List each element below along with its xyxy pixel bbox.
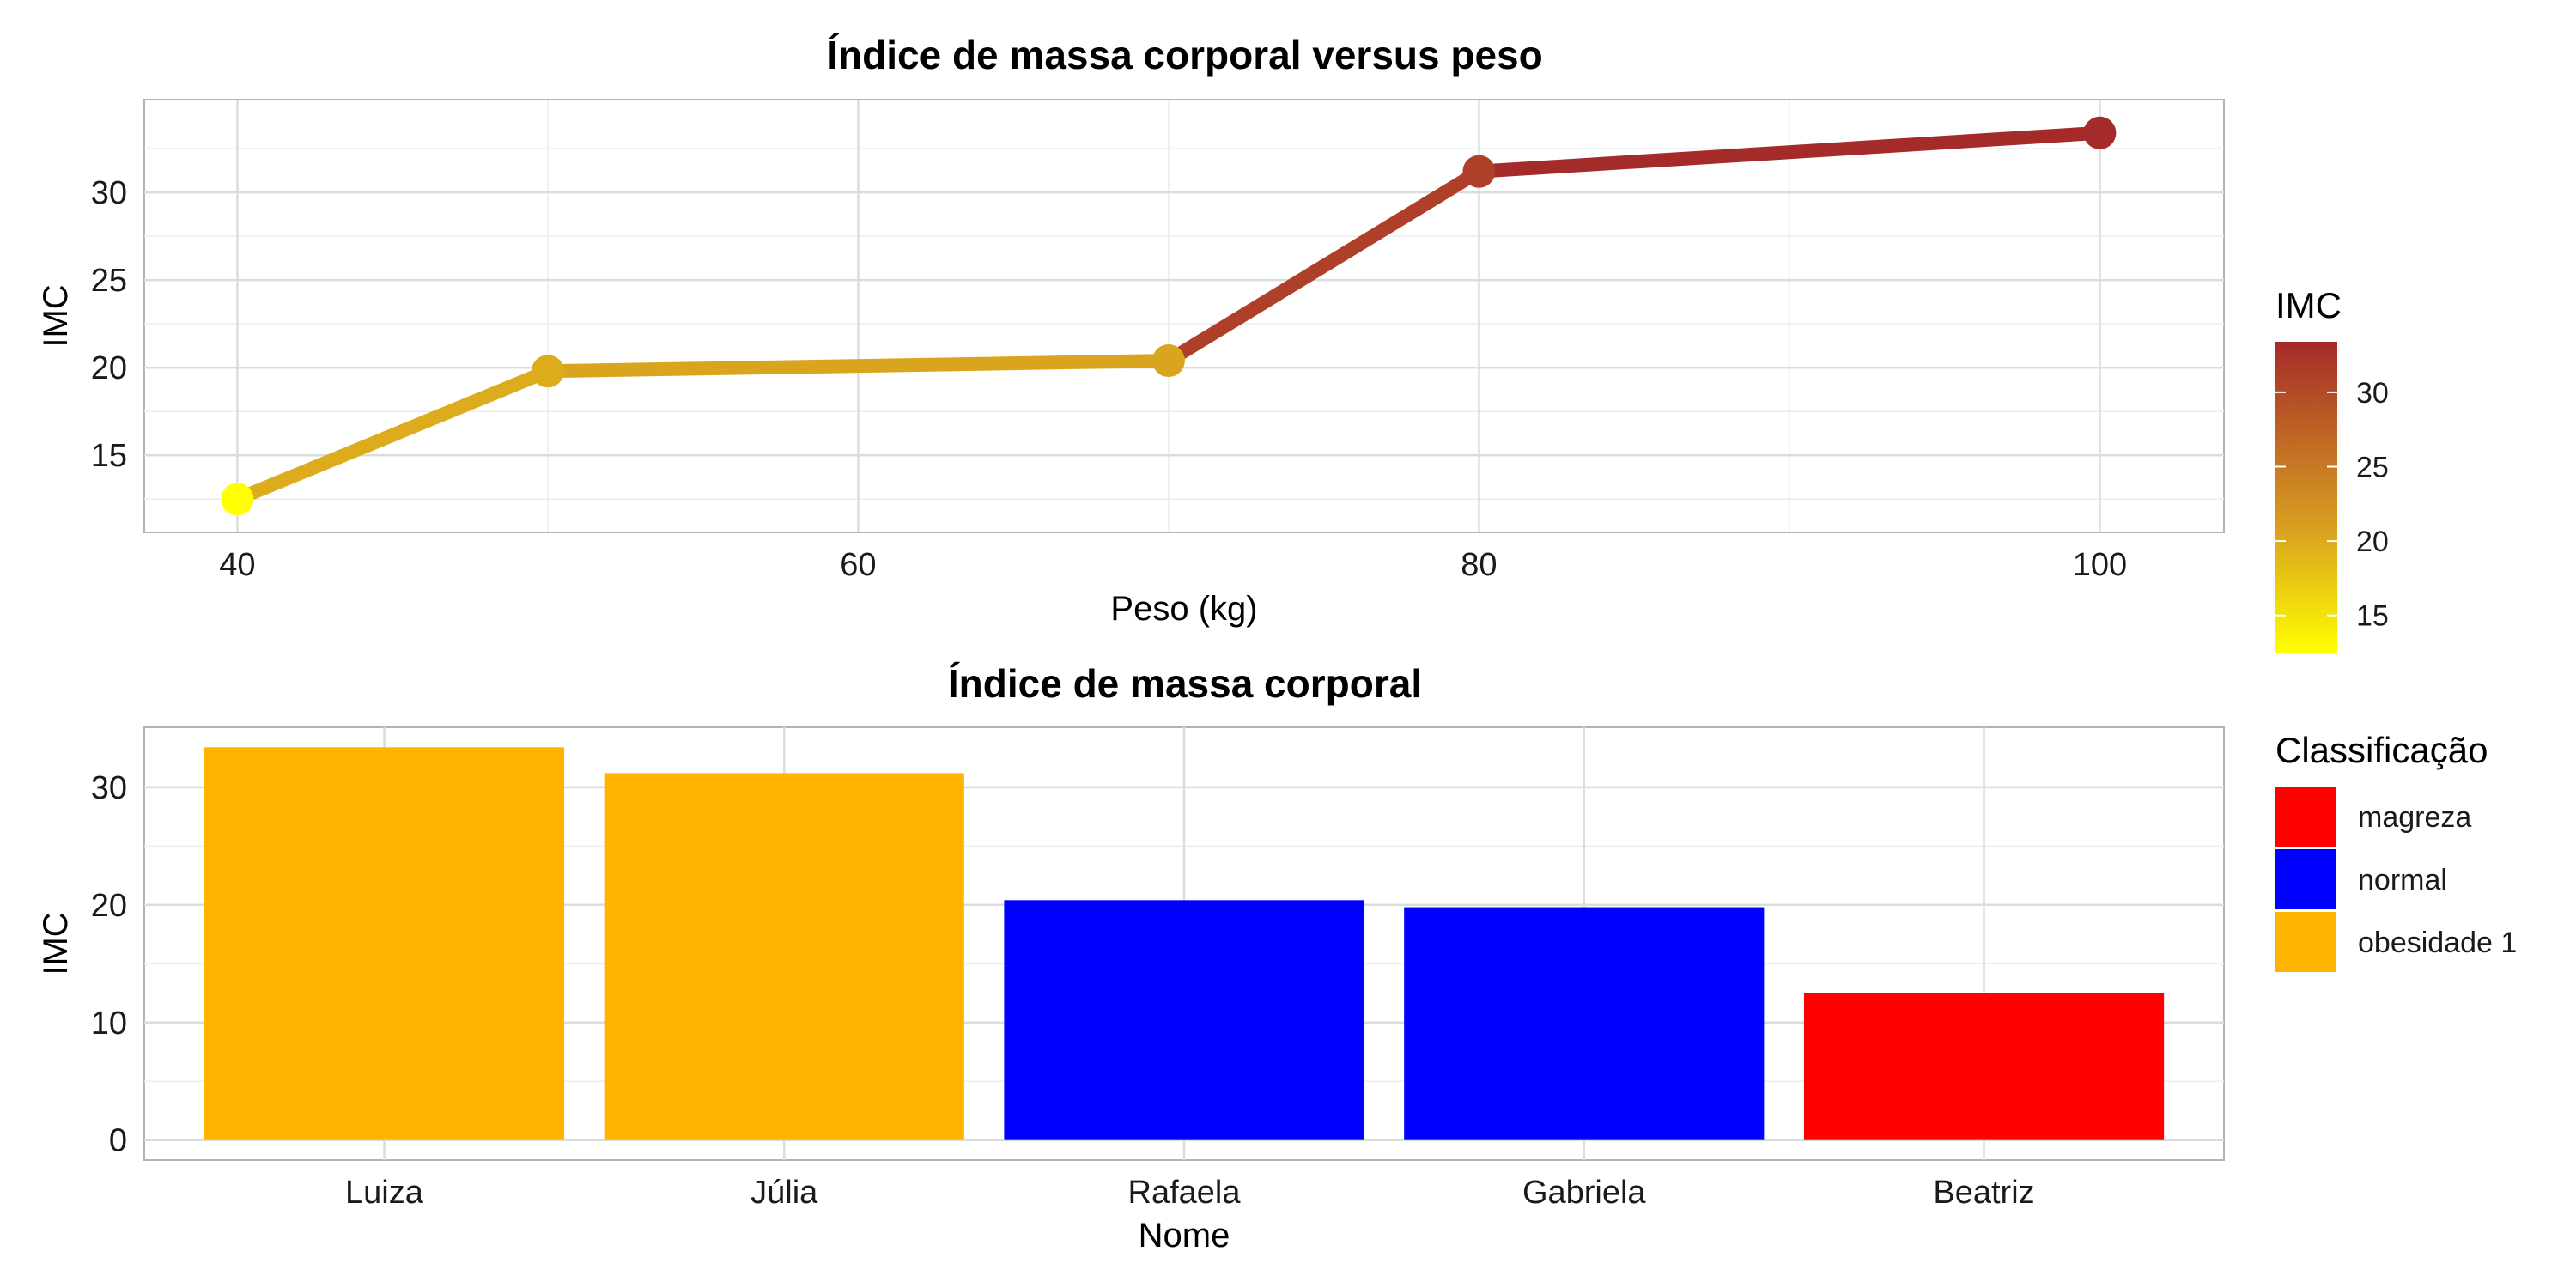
line-x-tick-labels: 40 60 80 100	[219, 547, 2127, 583]
line-chart-grid	[144, 100, 2224, 532]
line-series	[234, 125, 2100, 506]
line-x-axis-title: Peso (kg)	[1110, 590, 1257, 628]
line-x-tick-label: 40	[219, 547, 255, 583]
legend-swatch	[2275, 912, 2336, 972]
color-legend-bar	[2275, 342, 2337, 653]
bar-y-tick-label: 30	[91, 770, 127, 806]
color-legend-tick-label: 15	[2356, 600, 2389, 633]
color-legend-tick-label: 20	[2356, 526, 2389, 558]
bar-x-tick-label: Beatriz	[1933, 1175, 2034, 1211]
bar-y-axis-title: IMC	[37, 912, 75, 975]
line-points	[221, 116, 2117, 516]
bar-x-tick-label: Rafaela	[1128, 1175, 1242, 1211]
legend-swatch	[2275, 849, 2336, 909]
bar-x-tick-label: Júlia	[750, 1175, 818, 1211]
color-legend-tick-label: 30	[2356, 377, 2389, 410]
line-point	[1462, 155, 1496, 188]
bar-series	[204, 747, 2165, 1140]
imc-color-legend: IMC 15 20 25 30	[2275, 285, 2389, 653]
line-segment	[1164, 165, 1483, 367]
bar	[1004, 900, 1364, 1140]
bar-y-tick-label: 0	[109, 1123, 127, 1159]
line-point	[2083, 116, 2117, 149]
line-y-tick-labels: 15 20 25 30	[91, 175, 127, 474]
bar-y-tick-label: 10	[91, 1005, 127, 1042]
color-legend-ticks: 15 20 25 30	[2275, 377, 2389, 633]
color-legend-title: IMC	[2275, 285, 2342, 325]
bar	[204, 747, 565, 1140]
bar	[604, 773, 964, 1140]
line-y-tick-label: 15	[91, 438, 127, 474]
bar-x-tick-label: Luiza	[345, 1175, 424, 1211]
line-x-tick-label: 60	[840, 547, 876, 583]
line-segment	[234, 364, 550, 506]
bar-x-tick-label: Gabriela	[1522, 1175, 1646, 1211]
line-chart-title: Índice de massa corporal versus peso	[827, 33, 1542, 77]
bar-chart-title: Índice de massa corporal	[948, 661, 1422, 706]
bar-x-tick-labels: Luiza Júlia Rafaela Gabriela Beatriz	[345, 1175, 2035, 1211]
bar	[1803, 993, 2165, 1140]
line-segment	[1478, 125, 2100, 179]
classification-legend-title: Classificação	[2275, 730, 2488, 770]
bar-chart: Índice de massa corporal 0 10 20 30 Luiza Jú…	[37, 661, 2225, 1255]
bar	[1404, 907, 1765, 1140]
classification-legend: Classificação magreza normal obesidade 1	[2275, 730, 2517, 972]
line-x-tick-label: 100	[2073, 547, 2127, 583]
line-chart: Índice de massa corporal versus peso 15 2…	[37, 33, 2225, 628]
line-segment	[547, 354, 1170, 379]
bar-x-axis-title: Nome	[1139, 1217, 1230, 1255]
line-chart-panel	[143, 99, 2225, 533]
bar-y-tick-label: 20	[91, 888, 127, 924]
line-point	[221, 483, 254, 516]
line-point	[1151, 344, 1185, 378]
legend-label: obesidade 1	[2358, 927, 2517, 959]
line-y-tick-label: 25	[91, 263, 127, 299]
bar-y-tick-labels: 0 10 20 30	[91, 770, 127, 1159]
legend-label: magreza	[2358, 801, 2471, 834]
legend-swatch	[2275, 787, 2336, 847]
classification-legend-entries: magreza normal obesidade 1	[2275, 787, 2517, 972]
line-point	[531, 355, 564, 388]
line-y-axis-title: IMC	[37, 284, 75, 347]
line-y-tick-label: 30	[91, 175, 127, 211]
line-x-tick-label: 80	[1461, 547, 1497, 583]
line-y-tick-label: 20	[91, 350, 127, 386]
color-legend-tick-label: 25	[2356, 451, 2389, 483]
legend-label: normal	[2358, 864, 2447, 896]
